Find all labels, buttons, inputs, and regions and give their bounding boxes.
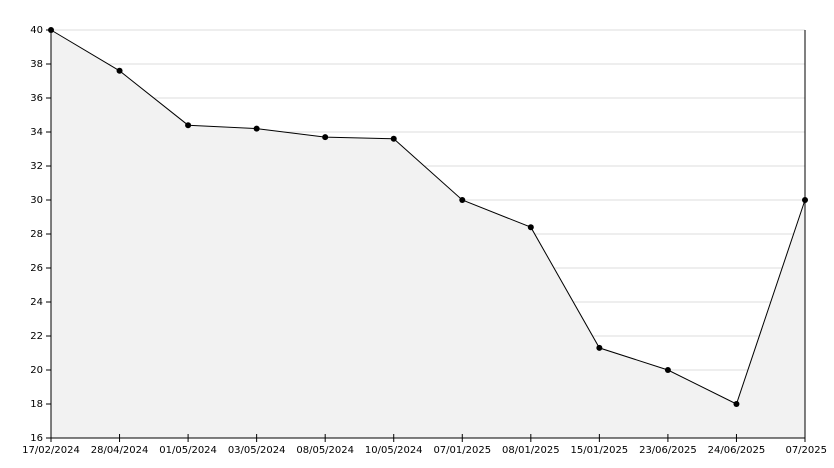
x-tick-label: 10/05/2024 — [365, 445, 423, 456]
x-tick-label: 03/05/2024 — [228, 445, 286, 456]
y-tick-label: 34 — [30, 127, 43, 138]
y-tick-label: 22 — [30, 331, 43, 342]
point — [527, 224, 534, 231]
y-tick-label: 36 — [30, 93, 43, 104]
point — [664, 367, 671, 373]
x-tick-label: 17/02/2024 — [22, 445, 80, 456]
y-tick-label: 18 — [30, 399, 43, 410]
y-tick-label: 24 — [30, 297, 43, 308]
line — [50, 29, 806, 405]
point — [253, 125, 260, 132]
x-tick-label: 28/04/2024 — [91, 445, 149, 456]
x-tick-label: 23/06/2025 — [639, 445, 697, 456]
point — [596, 344, 603, 351]
y-tick-label: 26 — [30, 263, 43, 274]
point — [185, 122, 192, 129]
point — [390, 135, 397, 142]
x-tick-label: 08/01/2025 — [502, 445, 560, 456]
y-tick-label: 38 — [30, 59, 43, 70]
y-tick-label: 40 — [30, 25, 43, 36]
x-tick-label: 07/2025 — [785, 445, 827, 456]
x-tick-label: 07/01/2025 — [433, 445, 491, 456]
x-tick-label: 01/05/2024 — [159, 445, 217, 456]
x-tick-label: 08/05/2024 — [296, 445, 354, 456]
y-tick-label: 32 — [30, 161, 43, 172]
x-tick-label: 15/01/2025 — [571, 445, 629, 456]
y-tick-label: 30 — [30, 195, 43, 206]
area — [51, 30, 805, 438]
point — [459, 197, 466, 203]
x-tick-label: 24/06/2025 — [708, 445, 766, 456]
y-tick-label: 16 — [30, 433, 43, 444]
point — [733, 401, 740, 407]
y-tick-label: 28 — [30, 229, 43, 240]
y-tick-label: 20 — [30, 365, 43, 376]
point — [322, 134, 329, 141]
point — [116, 67, 123, 74]
